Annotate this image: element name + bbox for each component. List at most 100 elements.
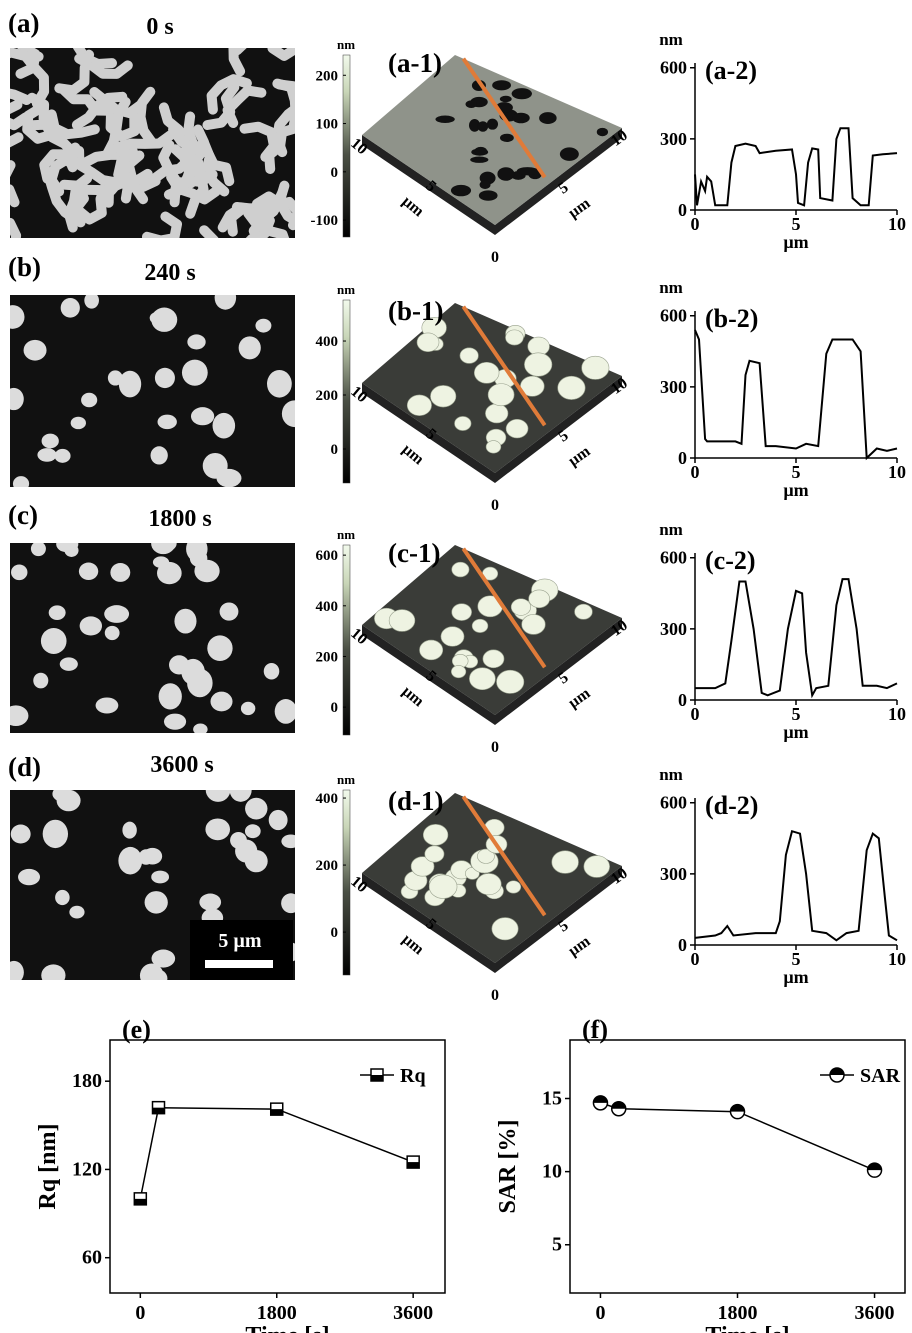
x-tick-label: 3600: [393, 1302, 433, 1324]
surface-hole: [480, 181, 491, 189]
y-tick-label: 600: [660, 58, 687, 78]
marker: [134, 1193, 146, 1205]
colorbar-tick-label: 0: [331, 442, 339, 458]
x-tick-label: 0: [691, 214, 700, 234]
sem-particle: [158, 415, 177, 430]
sem-particle: [4, 961, 24, 984]
profile-line: [695, 579, 897, 695]
sem-particle: [281, 893, 301, 913]
sem-particle: [119, 371, 141, 398]
sem-particle: [3, 705, 28, 726]
surface-particle: [485, 404, 508, 423]
sem-particle: [31, 541, 46, 556]
marker: [407, 1156, 419, 1168]
sem-particle: [18, 869, 40, 885]
y-tick-label: 0: [678, 448, 687, 468]
sem-particle: [118, 847, 142, 875]
marker-fill: [407, 1162, 419, 1168]
surface-particle: [488, 384, 514, 406]
time-label: 240 s: [144, 260, 195, 286]
y-tick-label: 300: [660, 619, 687, 639]
surface-particle: [497, 670, 524, 693]
sem-particle: [71, 417, 86, 429]
surface-hole: [597, 128, 608, 136]
surface-particle: [452, 604, 472, 621]
x-tick-label: 0: [135, 1302, 145, 1324]
sem-particle: [155, 368, 175, 388]
surface-particle: [584, 856, 610, 878]
view-axis-label: 5: [555, 917, 571, 936]
x-axis-label: µm: [783, 480, 808, 500]
sem-particle: [41, 628, 67, 654]
chart-title: (a-2): [705, 56, 757, 85]
profile-line: [695, 330, 897, 458]
sem-particle: [213, 413, 236, 439]
colorbar-tick-label: 200: [316, 68, 339, 84]
sem-particle: [207, 635, 232, 661]
sem-particle: [150, 312, 165, 324]
marker: [593, 1096, 607, 1110]
colorbar-tick-label: 200: [316, 649, 339, 665]
time-label: 0 s: [146, 14, 173, 40]
sem-particle: [61, 298, 80, 318]
surface-particle: [417, 333, 439, 352]
scale-bar: [205, 960, 273, 968]
surface-particle: [486, 441, 501, 454]
view-axis-label: 0: [491, 987, 499, 1004]
sem-ridge: [0, 165, 11, 213]
sem-particle: [230, 778, 252, 802]
sem-particle: [187, 334, 205, 349]
surface-hole: [560, 147, 579, 161]
colorbar-unit: nm: [337, 37, 355, 52]
y-axis-label: nm: [659, 278, 683, 297]
x-tick-label: 5: [792, 704, 801, 724]
series-line: [140, 1108, 413, 1199]
profile-line: [695, 831, 897, 940]
plot-frame: [570, 1040, 905, 1293]
colorbar-tick-label: -100: [311, 213, 339, 229]
surface-particle: [425, 846, 444, 862]
colorbar-unit: nm: [337, 282, 355, 297]
view-axis-label: 0: [491, 739, 499, 756]
surface-particle: [389, 610, 415, 632]
x-tick-label: 0: [595, 1302, 605, 1324]
surface-hole: [435, 116, 454, 123]
chart-title: (d-2): [705, 791, 758, 820]
colorbar-tick-label: 100: [316, 117, 339, 133]
x-tick-label: 10: [888, 949, 906, 969]
colorbar-tick-label: 0: [331, 925, 339, 941]
sem-particle: [151, 871, 169, 884]
x-tick-label: 0: [691, 949, 700, 969]
y-axis-label: SAR [%]: [495, 1120, 521, 1214]
view-label: (c-1): [388, 538, 440, 568]
sem-particle: [162, 537, 176, 551]
marker: [731, 1105, 745, 1119]
surface-particle: [524, 353, 552, 376]
surface-hole: [512, 113, 530, 124]
marker: [612, 1102, 626, 1116]
legend-marker: [371, 1069, 383, 1081]
panel-label: (c): [8, 500, 38, 530]
surface-particle: [558, 376, 585, 399]
surface-particle: [455, 416, 472, 430]
surface-hole: [470, 157, 488, 163]
colorbar-tick-label: 400: [316, 599, 339, 615]
sem-particle: [57, 790, 81, 812]
sem-particle: [230, 832, 247, 849]
marker-fill: [134, 1199, 146, 1205]
y-tick-label: 600: [660, 306, 687, 326]
marker-fill: [371, 1075, 383, 1081]
sem-particle: [42, 434, 59, 449]
sem-particle: [153, 556, 169, 568]
view-axis-label: 0: [491, 249, 499, 266]
sem-particle: [55, 449, 71, 463]
surface-particle: [451, 665, 466, 677]
sem-particle: [145, 891, 168, 914]
surface-particle: [522, 614, 546, 634]
sem-ridge: [273, 47, 320, 58]
colorbar-tick-label: 200: [316, 858, 339, 874]
x-axis-label: Time [s]: [705, 1323, 789, 1333]
x-tick-label: 1800: [257, 1302, 297, 1324]
legend-marker: [830, 1068, 844, 1082]
sem-particle: [144, 851, 158, 864]
